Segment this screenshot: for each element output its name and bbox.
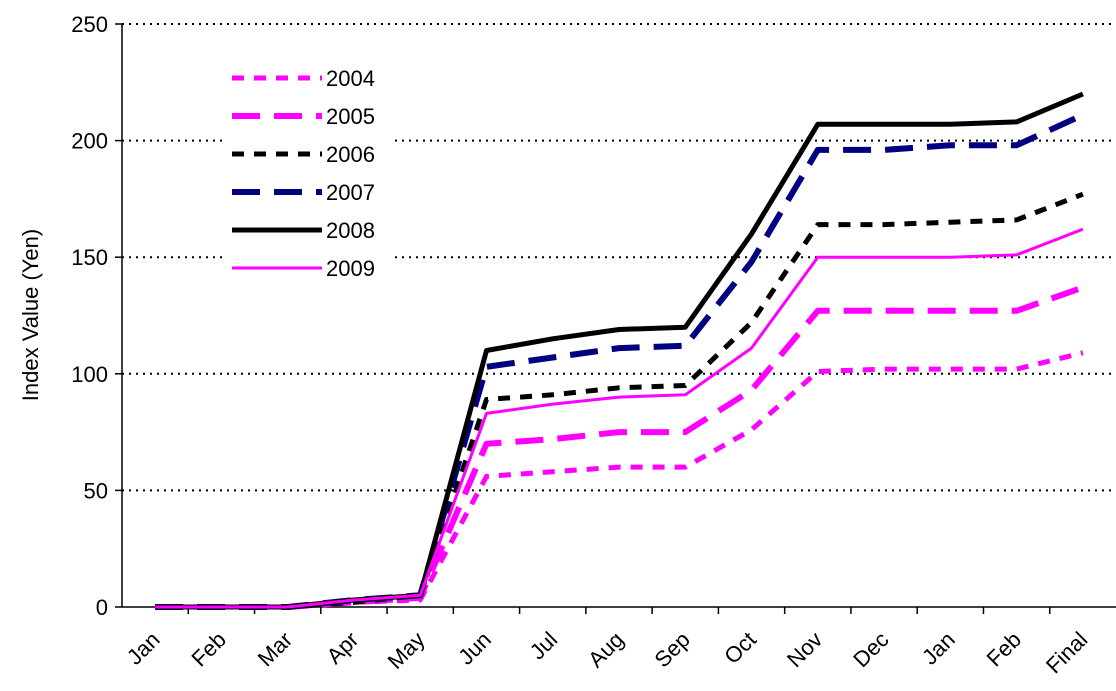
- x-tick-label: Feb: [982, 627, 1026, 671]
- legend-label: 2007: [326, 180, 375, 205]
- x-tick-label: Oct: [719, 627, 761, 669]
- x-tick-label: Mar: [253, 627, 297, 671]
- x-tick-label: Apr: [322, 627, 364, 669]
- legend-label: 2008: [326, 218, 375, 243]
- x-tick-label: Final: [1041, 627, 1092, 678]
- y-tick-label: 200: [71, 129, 108, 154]
- y-tick-label: 50: [84, 478, 108, 503]
- legend-label: 2006: [326, 142, 375, 167]
- legend-label: 2009: [326, 256, 375, 281]
- x-tick-label: Dec: [848, 627, 893, 672]
- legend-label: 2005: [326, 104, 375, 129]
- y-axis-title: Index Value (Yen): [18, 229, 43, 401]
- y-tick-labels: 0 50 100 150 200 250: [71, 12, 108, 620]
- x-tick-label: Nov: [782, 627, 827, 672]
- x-tick-label: May: [383, 627, 430, 674]
- x-tick-labels: Jan Feb Mar Apr May Jun Jul Aug Sep Oct Nov Dec Jan F…: [122, 627, 1093, 678]
- x-tick-label: Jan: [122, 627, 165, 670]
- series-line-2004: [155, 353, 1083, 607]
- y-tick-label: 100: [71, 362, 108, 387]
- x-tick-label: Jul: [525, 627, 563, 665]
- y-tick-label: 0: [96, 595, 108, 620]
- series-line-2005: [155, 288, 1083, 608]
- x-tick-label: Jun: [453, 627, 496, 670]
- y-tick-label: 250: [71, 12, 108, 37]
- legend: 2004 2005 2006 2007 2008 2009: [222, 60, 390, 296]
- x-tick-label: Aug: [583, 627, 628, 672]
- x-tick-label: Jan: [917, 627, 960, 670]
- y-tick-label: 150: [71, 245, 108, 270]
- x-tick-label: Feb: [186, 627, 230, 671]
- x-tick-label: Sep: [649, 627, 694, 672]
- legend-label: 2004: [326, 66, 375, 91]
